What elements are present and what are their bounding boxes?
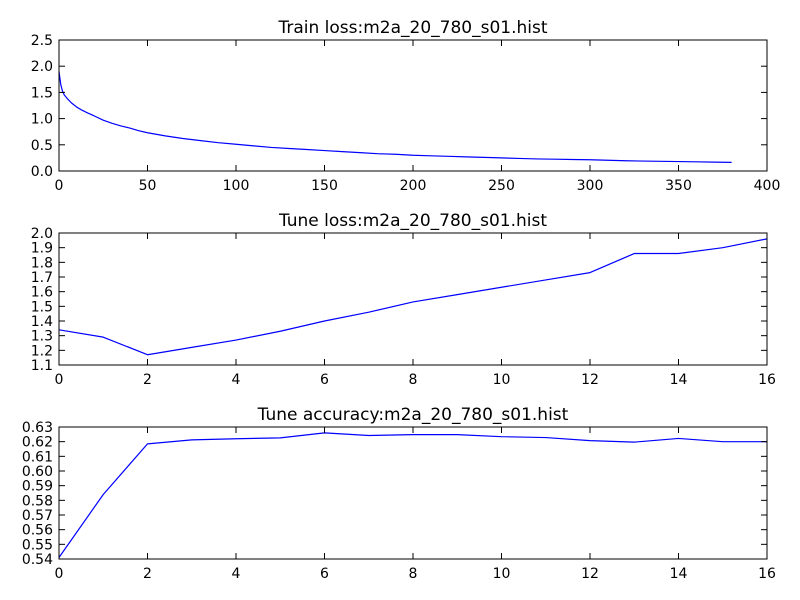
y-tick-label: 1.7 xyxy=(31,270,53,286)
y-tick-label: 2.0 xyxy=(31,59,53,75)
x-tick-label: 0 xyxy=(55,566,64,582)
x-tick-label: 14 xyxy=(670,566,688,582)
y-tick-label: 1.9 xyxy=(31,241,53,257)
y-tick-label: 0.56 xyxy=(22,523,53,539)
x-tick-label: 200 xyxy=(400,178,427,194)
x-tick-label: 4 xyxy=(232,566,241,582)
chart-title: Tune loss:m2a_20_780_s01.hist xyxy=(278,211,547,231)
subplot-tune-accuracy: Tune accuracy:m2a_20_780_s01.hist 0 2 4 6 8 1… xyxy=(22,405,776,582)
y-tick-label: 0.59 xyxy=(22,479,53,495)
series-line xyxy=(58,238,768,356)
y-tick-label: 0.57 xyxy=(22,508,53,524)
chart-title: Train loss:m2a_20_780_s01.hist xyxy=(277,18,547,38)
y-tick-label: 0.55 xyxy=(22,537,53,553)
y-tick-label: 0.61 xyxy=(22,449,53,465)
y-tick-label: 1.4 xyxy=(31,314,53,330)
y-tick-label: 0.0 xyxy=(31,164,53,180)
x-tick-label: 300 xyxy=(577,178,604,194)
x-tick-label: 16 xyxy=(758,566,776,582)
y-tick-label: 1.1 xyxy=(31,358,53,374)
y-tick-label: 1.6 xyxy=(31,285,53,301)
x-tick-label: 8 xyxy=(409,372,418,388)
x-tick-label: 10 xyxy=(493,372,511,388)
y-tick-label: 1.3 xyxy=(31,329,53,345)
y-tick-label: 0.58 xyxy=(22,493,53,509)
y-tick-label: 0.60 xyxy=(22,464,53,480)
y-tick-label: 1.5 xyxy=(31,85,53,101)
chart-title: Tune accuracy:m2a_20_780_s01.hist xyxy=(257,405,569,425)
series-line xyxy=(58,432,767,558)
x-tick-label: 350 xyxy=(665,178,692,194)
x-tick-label: 16 xyxy=(758,372,776,388)
x-tick-label: 150 xyxy=(311,178,338,194)
y-tick-label: 0.5 xyxy=(31,138,53,154)
subplot-train-loss: Train loss:m2a_20_780_s01.hist 0 50 100 150… xyxy=(31,18,781,194)
x-tick-label: 12 xyxy=(581,566,599,582)
x-tick-label: 250 xyxy=(488,178,515,194)
y-tick-label: 2.5 xyxy=(31,33,53,49)
y-tick-label: 1.2 xyxy=(31,343,53,359)
x-tick-label: 10 xyxy=(493,566,511,582)
x-tick-label: 0 xyxy=(55,178,64,194)
y-tick-label: 1.0 xyxy=(31,112,53,128)
x-tick-label: 2 xyxy=(143,372,152,388)
x-tick-label: 14 xyxy=(670,372,688,388)
x-tick-label: 0 xyxy=(55,372,64,388)
y-tick-label: 1.5 xyxy=(31,299,53,315)
x-tick-label: 2 xyxy=(143,566,152,582)
subplot-tune-loss: Tune loss:m2a_20_780_s01.hist 0 2 4 6 8 10 12 1… xyxy=(31,211,776,388)
x-tick-label: 50 xyxy=(139,178,157,194)
y-tick-label: 2.0 xyxy=(31,226,53,242)
x-tick-label: 100 xyxy=(223,178,250,194)
x-tick-label: 400 xyxy=(754,178,781,194)
y-tick-label: 0.63 xyxy=(22,420,53,436)
series-line xyxy=(58,71,732,163)
x-tick-label: 6 xyxy=(320,566,329,582)
y-tick-label: 0.54 xyxy=(22,552,53,568)
x-tick-label: 4 xyxy=(232,372,241,388)
x-tick-label: 12 xyxy=(581,372,599,388)
x-tick-label: 6 xyxy=(320,372,329,388)
y-tick-label: 1.8 xyxy=(31,255,53,271)
y-tick-label: 0.62 xyxy=(22,435,53,451)
x-tick-label: 8 xyxy=(409,566,418,582)
